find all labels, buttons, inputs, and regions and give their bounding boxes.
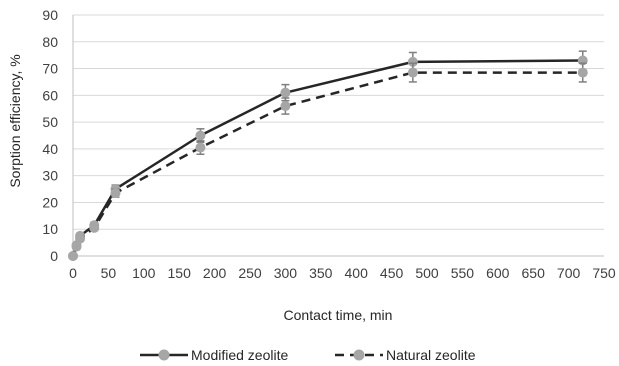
x-tick-labels: 0 50 100 150 200 250 300 350 400 450 500 550 600 650 7…: [69, 265, 616, 281]
y-tick-label: 50: [42, 114, 58, 130]
data-point: [577, 67, 588, 78]
data-point: [407, 56, 418, 67]
x-tick-label: 750: [592, 265, 616, 281]
y-tick-label: 40: [42, 141, 58, 157]
legend-item-natural: Natural zeolite: [335, 347, 476, 363]
x-tick-label: 500: [415, 265, 439, 281]
series-line: [71, 71, 583, 257]
x-tick-label: 650: [522, 265, 546, 281]
x-tick-label: 100: [132, 265, 156, 281]
x-tick-label: 300: [274, 265, 298, 281]
legend: Modified zeolite Natural zeolite: [140, 347, 476, 363]
data-point: [280, 101, 291, 112]
y-tick-label: 90: [42, 7, 58, 23]
y-tick-label: 30: [42, 168, 58, 184]
y-tick-label: 80: [42, 34, 58, 50]
data-point: [280, 87, 291, 98]
x-tick-label: 50: [101, 265, 117, 281]
gridlines: [73, 14, 604, 230]
legend-label-modified: Modified zeolite: [191, 347, 288, 363]
data-point: [68, 251, 78, 261]
y-tick-label: 60: [42, 87, 58, 103]
x-tick-label: 550: [451, 265, 475, 281]
x-tick-label: 450: [380, 265, 404, 281]
legend-item-modified: Modified zeolite: [140, 347, 288, 363]
y-tick-label: 70: [42, 61, 58, 77]
x-tick-label: 350: [309, 265, 333, 281]
y-tick-label: 10: [42, 221, 58, 237]
x-tick-label: 150: [168, 265, 192, 281]
x-tick-label: 400: [345, 265, 369, 281]
data-point: [71, 241, 82, 252]
legend-marker-modified: [158, 349, 170, 361]
data-point: [110, 188, 121, 199]
legend-marker-natural: [353, 349, 365, 361]
x-axis-title: Contact time, min: [284, 307, 393, 323]
data-point: [195, 130, 206, 141]
series-line: [71, 59, 583, 257]
y-tick-labels: 0 10 20 30 40 50 60 70 80 90: [42, 7, 58, 264]
y-axis-title: Sorption efficiency, %: [7, 54, 23, 187]
data-point: [89, 222, 100, 233]
data-point: [75, 233, 86, 244]
x-tick-label: 250: [238, 265, 262, 281]
x-tick-label: 0: [69, 265, 77, 281]
data-point: [195, 142, 206, 153]
legend-label-natural: Natural zeolite: [386, 347, 476, 363]
series-natural-zeolite: [68, 62, 588, 261]
data-series: [68, 50, 588, 261]
data-point: [407, 67, 418, 78]
y-tick-label: 20: [42, 194, 58, 210]
y-tick-label: 0: [50, 248, 58, 264]
x-tick-label: 600: [486, 265, 510, 281]
x-tick-label: 200: [203, 265, 227, 281]
x-tick-label: 700: [557, 265, 581, 281]
axes: [72, 15, 604, 257]
